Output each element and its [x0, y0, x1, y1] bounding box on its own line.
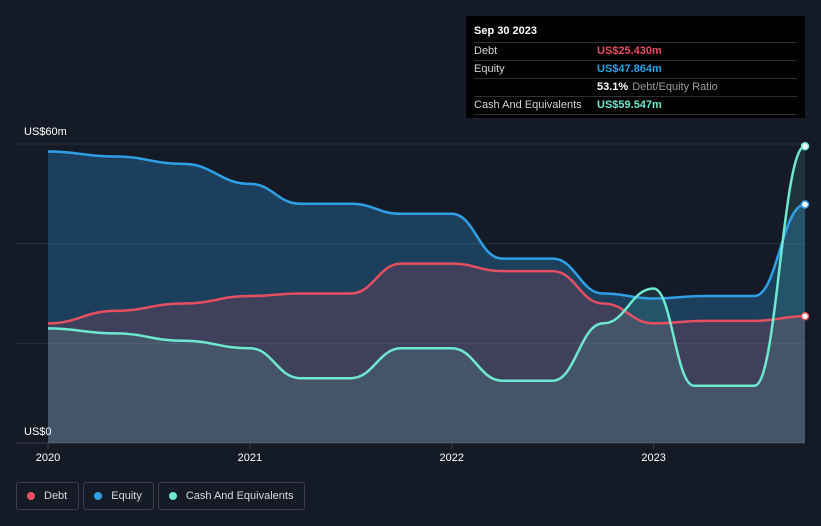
tooltip-ratio-suffix: Debt/Equity Ratio	[632, 81, 718, 93]
tooltip-value-equity: US$47.864m	[597, 63, 662, 75]
legend-label-equity: Equity	[111, 490, 142, 502]
legend: Debt Equity Cash And Equivalents	[16, 482, 309, 510]
series-lines	[47, 145, 806, 387]
legend-dot-equity-icon	[94, 492, 103, 500]
x-tick-label-2021: 2021	[238, 452, 262, 464]
tooltip-value-cash: US$59.547m	[597, 99, 662, 111]
line-cash-and-equivalents	[47, 145, 806, 387]
x-axis: 2020 2021 2022 2023	[36, 443, 666, 464]
tooltip-label-ratio	[474, 79, 597, 96]
x-tick-label-2022: 2022	[439, 452, 463, 464]
tooltip-label-debt: Debt	[474, 45, 498, 57]
tooltip-row-ratio: 53.1% Debt/Equity Ratio	[474, 78, 797, 96]
tooltip-label-cash: Cash And Equivalents	[474, 99, 582, 111]
x-tick-label-2023: 2023	[641, 452, 665, 464]
line-equity	[47, 150, 806, 300]
series-areas	[48, 146, 805, 444]
marker-debt	[800, 312, 810, 321]
grid-lines	[16, 143, 805, 444]
tooltip-value-ratio: 53.1%	[597, 81, 629, 93]
marker-equity	[800, 200, 810, 209]
x-tick-label-2020: 2020	[36, 452, 60, 464]
y-tick-label-top: US$60m	[24, 126, 67, 138]
y-tick-label-bottom: US$0	[24, 426, 52, 438]
marker-cash-and-equivalents	[800, 142, 810, 151]
line-debt	[47, 262, 806, 325]
area-equity	[48, 151, 805, 443]
tooltip-label-equity: Equity	[474, 63, 505, 75]
legend-item-equity[interactable]: Equity	[83, 482, 154, 510]
tooltip-row-equity: Equity US$47.864m	[474, 60, 797, 78]
legend-dot-debt-icon	[27, 492, 35, 500]
tooltip-value-debt: US$25.430m	[597, 45, 662, 57]
tooltip-date: Sep 30 2023	[474, 25, 537, 37]
area-debt	[48, 263, 805, 443]
tooltip-row-debt: Debt US$25.430m	[474, 42, 797, 60]
legend-dot-cash-icon	[168, 492, 177, 500]
legend-label-cash: Cash And Equivalents	[185, 490, 294, 502]
legend-label-debt: Debt	[44, 490, 68, 502]
tooltip-row-cash: Cash And Equivalents US$59.547m	[474, 96, 797, 115]
tooltip-panel: Sep 30 2023 Debt US$25.430m Equity US$47…	[466, 16, 805, 118]
area-cash-and-equivalents	[48, 146, 805, 444]
series-end-markers	[800, 142, 810, 321]
legend-item-cash[interactable]: Cash And Equivalents	[157, 482, 306, 510]
legend-item-debt[interactable]: Debt	[16, 482, 80, 510]
